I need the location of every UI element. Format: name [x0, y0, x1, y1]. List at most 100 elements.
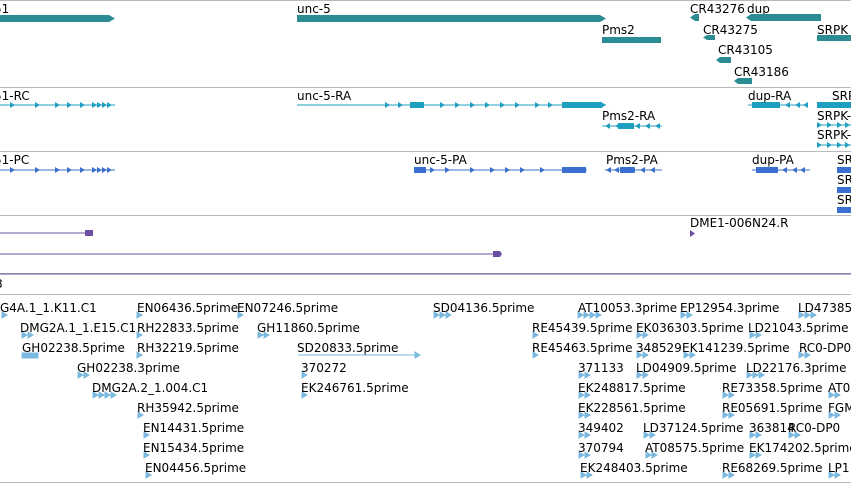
exon-arrow[interactable]	[440, 102, 445, 108]
exon-block[interactable]	[410, 102, 424, 108]
protein-arrow[interactable]	[92, 167, 97, 173]
est-label[interactable]: RC0-DP0	[788, 421, 841, 435]
est-label[interactable]: FGM	[828, 401, 851, 415]
gene-label[interactable]: CR43186	[734, 65, 789, 79]
protein-arrow[interactable]	[445, 167, 450, 173]
est-label[interactable]: 348529	[636, 341, 682, 355]
protein-block[interactable]	[837, 167, 851, 173]
est-arrow[interactable]	[143, 451, 150, 459]
est-arrow[interactable]	[145, 471, 152, 479]
transcript-label[interactable]: unc-5-RA	[297, 89, 352, 103]
gene-label[interactable]: Pms2	[602, 23, 635, 37]
est-label[interactable]: EN15434.5prime	[143, 441, 245, 455]
protein-label[interactable]: unc-5-PA	[414, 153, 467, 167]
transcript-label[interactable]: SRPK-	[817, 128, 851, 142]
exon-arrow[interactable]	[803, 102, 808, 108]
exon-arrow[interactable]	[515, 102, 520, 108]
exon-arrow[interactable]	[845, 122, 850, 128]
est-label[interactable]: LP1	[828, 461, 850, 475]
gene-span-dup[interactable]	[746, 14, 821, 21]
exon-arrow[interactable]	[785, 102, 790, 108]
est-label[interactable]: LD22176.3prime	[746, 361, 847, 375]
est-label[interactable]: EK248817.5prime	[578, 381, 686, 395]
protein-arrow[interactable]	[520, 167, 525, 173]
feature-block[interactable]	[85, 230, 93, 236]
gene-label[interactable]: CR43275	[703, 23, 758, 37]
est-label[interactable]: RH35942.5prime	[137, 401, 239, 415]
exon-arrow[interactable]	[845, 142, 850, 148]
est-arrow[interactable]	[136, 351, 143, 359]
transcript-label[interactable]: Pms2-RA	[602, 109, 656, 123]
est-label[interactable]: G4A.1_1.K11.C1	[0, 301, 97, 315]
est-label[interactable]: 371133	[578, 361, 624, 375]
protein-arrow[interactable]	[55, 167, 60, 173]
exon-arrow[interactable]	[645, 123, 650, 129]
est-label[interactable]: RH32219.5prime	[137, 341, 239, 355]
protein-label[interactable]: 51-PC	[0, 153, 30, 167]
transcript-label[interactable]: SRPK-	[817, 109, 851, 123]
protein-arrow[interactable]	[650, 167, 655, 173]
protein-arrow[interactable]	[10, 167, 15, 173]
exon-arrow[interactable]	[635, 123, 640, 129]
est-arrow[interactable]	[414, 351, 421, 359]
exon-arrow[interactable]	[385, 102, 390, 108]
est-label[interactable]: SD20833.5prime	[297, 341, 399, 355]
est-label[interactable]: AT0	[828, 381, 851, 395]
transcript-label[interactable]: 51-RC	[0, 89, 30, 103]
gene-span-cr43105[interactable]	[716, 57, 731, 63]
protein-arrow[interactable]	[470, 167, 475, 173]
exon-arrow[interactable]	[837, 142, 842, 148]
est-label[interactable]: SD04136.5prime	[433, 301, 535, 315]
est-arrow[interactable]	[532, 351, 539, 359]
gene-label[interactable]: 51	[0, 2, 10, 16]
est-label[interactable]: GH02238.5prime	[22, 341, 125, 355]
est-label[interactable]: RE45439.5prime	[532, 321, 633, 335]
protein-arrow[interactable]	[640, 167, 645, 173]
est-label[interactable]: EK036303.5prime	[636, 321, 744, 335]
exon-arrow[interactable]	[535, 102, 540, 108]
feature-block[interactable]	[690, 230, 695, 237]
protein-arrow[interactable]	[505, 167, 510, 173]
est-label[interactable]: LD21043.5prime	[748, 321, 849, 335]
exon-arrow[interactable]	[817, 142, 822, 148]
feature-label[interactable]: DME1-006N24.R	[690, 216, 789, 230]
protein-arrow[interactable]	[606, 167, 611, 173]
exon-arrow[interactable]	[67, 102, 72, 108]
protein-arrow[interactable]	[107, 167, 112, 173]
est-label[interactable]: EN07246.5prime	[237, 301, 339, 315]
protein-arrow[interactable]	[102, 167, 107, 173]
est-label[interactable]: RE73358.5prime	[722, 381, 823, 395]
est-label[interactable]: EP12954.3prime	[680, 301, 780, 315]
gene-label[interactable]: SRPK	[817, 23, 849, 37]
est-label[interactable]: EK228561.5prime	[578, 401, 686, 415]
exon-arrow[interactable]	[500, 102, 505, 108]
protein-block[interactable]	[837, 187, 851, 193]
est-arrow[interactable]	[301, 371, 308, 379]
exon-arrow[interactable]	[398, 102, 403, 108]
est-label[interactable]: RE45463.5prime	[532, 341, 633, 355]
gene-span-cr43186[interactable]	[734, 78, 752, 84]
protein-arrow[interactable]	[430, 167, 435, 173]
protein-arrow[interactable]	[67, 167, 72, 173]
est-label[interactable]: 370794	[578, 441, 624, 455]
gene-label[interactable]: dup	[747, 2, 770, 16]
est-label[interactable]: RC0-DP0	[799, 341, 851, 355]
gene-span-cr43276[interactable]	[690, 14, 699, 21]
est-arrow[interactable]	[301, 391, 308, 399]
gene-span-pms2[interactable]	[602, 37, 661, 43]
protein-arrow[interactable]	[490, 167, 495, 173]
transcript-label[interactable]: SRPK	[832, 89, 851, 103]
est-label[interactable]: EN04456.5prime	[145, 461, 247, 475]
est-label[interactable]: 370272	[301, 361, 347, 375]
exon-arrow[interactable]	[55, 102, 60, 108]
protein-arrow[interactable]	[35, 167, 40, 173]
exon-arrow[interactable]	[102, 102, 107, 108]
protein-block[interactable]	[756, 167, 778, 173]
protein-arrow[interactable]	[97, 167, 102, 173]
est-label[interactable]: EK248403.5prime	[580, 461, 688, 475]
protein-arrow[interactable]	[782, 167, 787, 173]
protein-block[interactable]	[562, 167, 586, 173]
exon-arrow[interactable]	[485, 102, 490, 108]
exon-block[interactable]	[562, 102, 602, 108]
protein-arrow[interactable]	[792, 167, 797, 173]
